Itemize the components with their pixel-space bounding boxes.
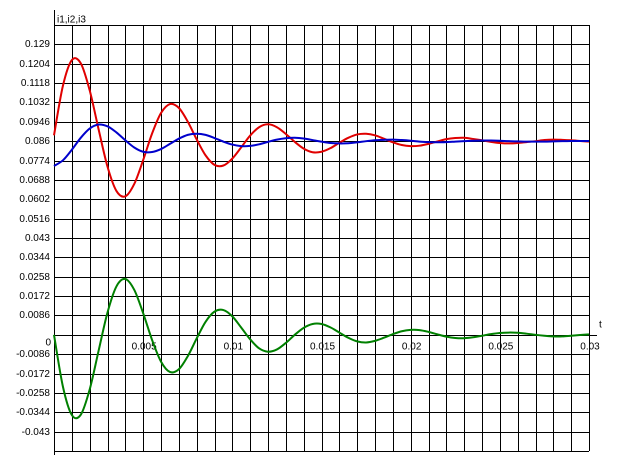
- y-tick-label: 0.086: [25, 136, 50, 147]
- y-tick-label: 0.1118: [21, 78, 51, 89]
- y-tick-label: 0.0602: [19, 194, 50, 205]
- x-tick-label: 0.015: [310, 341, 335, 352]
- y-tick-label: 0.0946: [19, 117, 50, 128]
- y-tick-label: 0.0688: [19, 175, 50, 186]
- y-tick-label: 0.0516: [19, 214, 50, 225]
- y-axis-label: i1,i2,i3: [57, 15, 86, 26]
- y-tick-label: -0.0258: [16, 388, 50, 399]
- x-tick-label: 0.025: [488, 341, 513, 352]
- y-tick-label: -0.0344: [16, 407, 50, 418]
- y-tick-label: 0.1032: [19, 97, 50, 108]
- y-tick-label: 0.0774: [19, 156, 50, 167]
- x-tick-label: 0.03: [580, 341, 600, 352]
- y-tick-label: -0.0086: [16, 349, 50, 360]
- y-tick-label: 0.0086: [19, 310, 50, 321]
- y-tick-label: 0.0258: [19, 272, 50, 283]
- y-tick-label: 0.0344: [19, 252, 50, 263]
- series-line: [53, 57, 590, 198]
- x-tick-label: 0.01: [224, 341, 244, 352]
- y-tick-label: 0.1204: [19, 59, 50, 70]
- y-tick-label: 0.043: [25, 233, 50, 244]
- x-tick-label: 0.005: [132, 341, 157, 352]
- x-tick-label: 0.02: [402, 341, 422, 352]
- x-tick-label: 0: [45, 337, 51, 348]
- series-line: [53, 277, 590, 420]
- y-tick-label: -0.0172: [16, 369, 50, 380]
- y-tick-label: -0.043: [22, 427, 51, 438]
- x-axis-label: t: [599, 320, 602, 331]
- series-line: [53, 123, 589, 167]
- y-tick-label: 0.129: [25, 39, 50, 50]
- y-tick-label: 0.0172: [19, 291, 50, 302]
